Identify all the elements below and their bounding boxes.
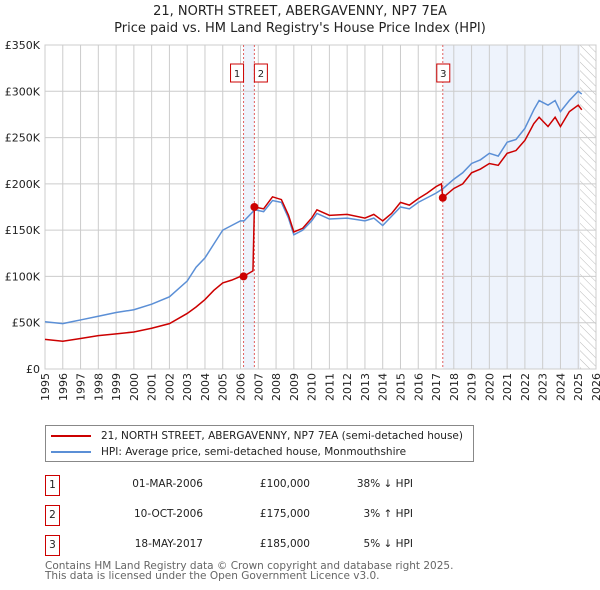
- sale-price: £100,000: [259, 478, 310, 490]
- sale-point: [438, 193, 447, 202]
- sale-price: £185,000: [259, 538, 310, 550]
- sale-label-box: [230, 63, 245, 83]
- sale-row: 2 10-OCT-2006 £175,000 3% ↑ HPI: [45, 505, 445, 526]
- hpi-line: [44, 90, 583, 325]
- sale-label: 3: [440, 69, 446, 80]
- forecast-hatch: [580, 45, 596, 369]
- sale-label-box: [436, 63, 451, 83]
- x-tick-label: 2001: [146, 373, 159, 401]
- y-tick-label: £0: [26, 363, 40, 376]
- x-tick-label: 2010: [306, 373, 319, 401]
- y-tick-label: £200K: [5, 178, 41, 191]
- x-tick-label: 2021: [501, 373, 514, 401]
- legend-label: 21, NORTH STREET, ABERGAVENNY, NP7 7EA (…: [101, 430, 463, 442]
- sale-label: 2: [258, 69, 264, 80]
- x-tick-label: 2024: [554, 373, 567, 401]
- y-tick-label: £150K: [5, 224, 41, 237]
- x-tick-label: 1999: [110, 373, 123, 401]
- legend-item-property: 21, NORTH STREET, ABERGAVENNY, NP7 7EA (…: [51, 430, 463, 442]
- price-paid-line: [44, 104, 583, 342]
- blue-line-swatch: [51, 451, 91, 453]
- x-tick-label: 2019: [466, 373, 479, 401]
- x-tick-label: 2020: [483, 373, 496, 401]
- x-tick-label: 2017: [430, 373, 443, 401]
- x-tick-label: 2018: [448, 373, 461, 401]
- x-tick-label: 2011: [323, 373, 336, 401]
- x-tick-label: 2025: [572, 373, 585, 401]
- x-tick-label: 2022: [519, 373, 532, 401]
- sale-hpi-diff: 38% ↓ HPI: [356, 478, 413, 490]
- x-tick-label: 2008: [270, 373, 283, 401]
- sale-hpi-diff: 5% ↓ HPI: [363, 538, 413, 550]
- x-tick-label: 2007: [252, 373, 265, 401]
- y-tick-label: £100K: [5, 270, 41, 283]
- x-tick-label: 2004: [199, 373, 212, 401]
- y-tick-label: £350K: [5, 39, 41, 52]
- x-tick-label: 1998: [92, 373, 105, 401]
- x-tick-label: 2012: [341, 373, 354, 401]
- red-line-swatch: [51, 435, 91, 437]
- x-tick-label: 2009: [288, 373, 301, 401]
- sale-date: 18-MAY-2017: [134, 538, 203, 550]
- sale-label: 1: [234, 69, 240, 80]
- legend-label: HPI: Average price, semi-detached house,…: [101, 446, 407, 458]
- x-tick-label: 2005: [217, 373, 230, 401]
- x-tick-label: 2015: [394, 373, 407, 401]
- x-tick-label: 2014: [377, 373, 390, 401]
- sale-marker-badge: 3: [45, 535, 60, 556]
- x-tick-label: 2026: [590, 373, 600, 401]
- x-tick-label: 2013: [359, 373, 372, 401]
- x-tick-label: 1996: [57, 373, 70, 401]
- sale-point: [239, 272, 248, 281]
- sale-price: £175,000: [259, 508, 310, 520]
- y-tick-label: £50K: [12, 317, 41, 330]
- chart-title: 21, NORTH STREET, ABERGAVENNY, NP7 7EA: [153, 4, 447, 19]
- sale-date: 01-MAR-2006: [132, 478, 203, 490]
- chart-subtitle: Price paid vs. HM Land Registry's House …: [114, 21, 486, 36]
- footer-copyright: Contains HM Land Registry data © Crown c…: [45, 560, 454, 572]
- sale-hpi-diff: 3% ↑ HPI: [363, 508, 413, 520]
- x-tick-label: 2000: [128, 373, 141, 401]
- shaded-period: [243, 45, 255, 369]
- sale-point: [250, 203, 259, 211]
- plot-border: [44, 44, 597, 370]
- x-tick-label: 1995: [39, 373, 52, 401]
- sale-marker-badge: 2: [45, 505, 60, 526]
- footer-licence: This data is licensed under the Open Gov…: [45, 570, 380, 582]
- sale-label-box: [253, 63, 268, 83]
- legend: 21, NORTH STREET, ABERGAVENNY, NP7 7EA (…: [45, 425, 474, 462]
- x-tick-label: 2016: [412, 373, 425, 401]
- x-tick-label: 2003: [181, 373, 194, 401]
- y-tick-label: £300K: [5, 85, 41, 98]
- sale-date: 10-OCT-2006: [134, 508, 203, 520]
- plot-area: 1995 1996 1997 1998 1999 2000 2001 2002 2003 2004…: [5, 39, 600, 401]
- x-tick-label: 1997: [75, 373, 88, 401]
- x-tick-label: 2023: [537, 373, 550, 401]
- x-tick-label: 2006: [235, 373, 248, 401]
- legend-item-hpi: HPI: Average price, semi-detached house,…: [51, 446, 406, 458]
- sale-row: 3 18-MAY-2017 £185,000 5% ↓ HPI: [45, 535, 445, 556]
- sale-row: 1 01-MAR-2006 £100,000 38% ↓ HPI: [45, 475, 445, 496]
- x-tick-label: 2002: [163, 373, 176, 401]
- sale-marker-badge: 1: [45, 475, 60, 496]
- shaded-period: [442, 45, 581, 369]
- y-tick-label: £250K: [5, 132, 41, 145]
